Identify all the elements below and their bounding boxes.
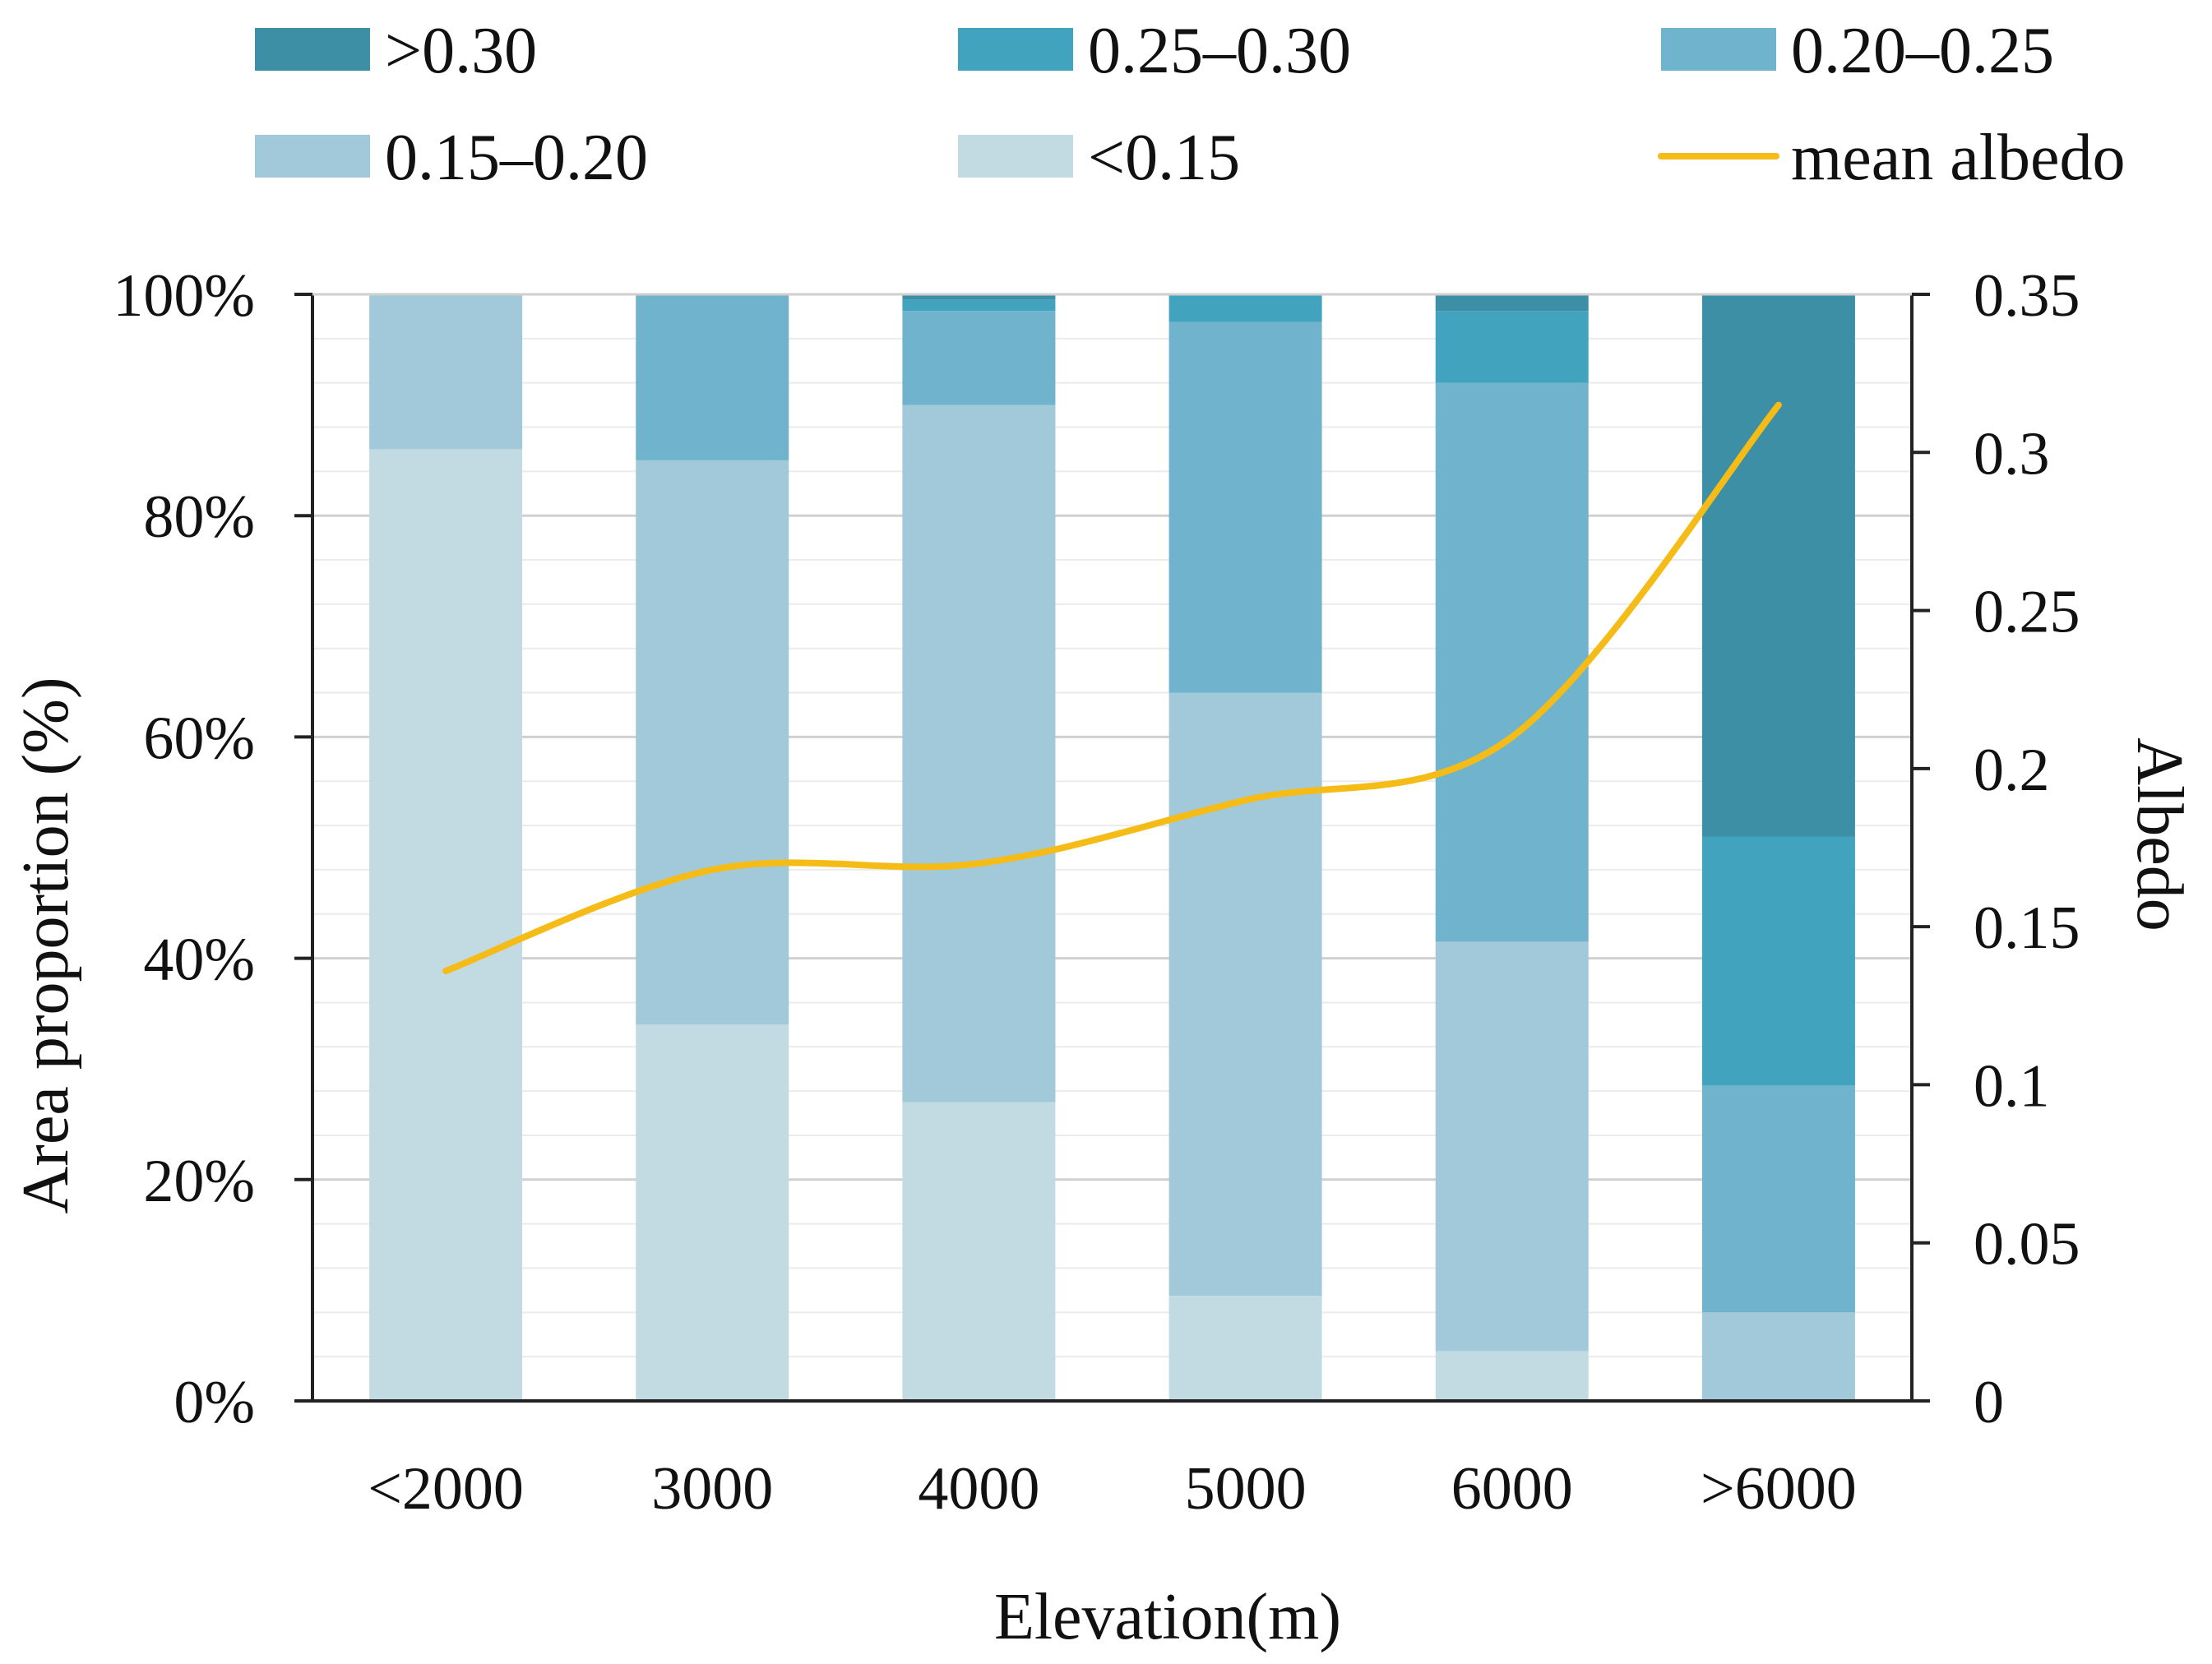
bar-4000-0-30 xyxy=(902,294,1056,300)
gridlines xyxy=(312,293,1912,1358)
bar-4000-0-20-0-25 xyxy=(902,311,1056,405)
bar-2000-0-15 xyxy=(369,449,523,1402)
y-right-tick-label: 0.2 xyxy=(1974,737,2050,804)
bar-6000-0-20-0-25 xyxy=(1435,382,1589,942)
y-right-tick-label: 0 xyxy=(1974,1369,2004,1436)
bar-6000-0-25-0-30 xyxy=(1701,836,1855,1086)
x-tick-label-4000: 4000 xyxy=(918,1455,1039,1523)
y-right-tick-label: 0.35 xyxy=(1974,262,2080,330)
legend-swatch-0-30 xyxy=(255,28,370,71)
bar-5000-0-25-0-30 xyxy=(1168,294,1322,322)
legend: >0.30 0.25–0.30 0.20–0.25 0.15–0.20 <0.15 mea… xyxy=(255,15,2125,194)
bar-6000-0-15-0-20 xyxy=(1435,941,1589,1352)
mean-albedo-line xyxy=(442,401,1782,974)
y-left-tick-label: 20% xyxy=(143,1148,255,1215)
bar-6000-0-30 xyxy=(1435,294,1589,312)
legend-swatch-0-25-0-30 xyxy=(958,28,1073,71)
y-axis-left-title: Area proportion (%) xyxy=(10,677,82,1213)
x-tick-label-6000: >6000 xyxy=(1701,1455,1857,1523)
x-tick-label-3000: 3000 xyxy=(651,1455,773,1523)
bar-6000-0-15 xyxy=(1435,1351,1589,1401)
bar-4000-0-15-0-20 xyxy=(902,404,1056,1102)
bar-6000-0-20-0-25 xyxy=(1701,1085,1855,1313)
bar-6000-0-15-0-20 xyxy=(1701,1312,1855,1401)
bar-3000-0-15-0-20 xyxy=(636,460,789,1025)
bar-2000-0-15-0-20 xyxy=(369,294,523,450)
y-axis-right-title: Albedo xyxy=(2123,737,2196,931)
tick-labels: 0% 20% 40% 60% 80% 100% 0 0.05 0.1 0.15 0.2 0.25 0.3… xyxy=(113,262,2080,1523)
legend-swatch-0-15 xyxy=(958,135,1073,178)
bar-6000-0-30 xyxy=(1701,294,1855,837)
bar-4000-0-15 xyxy=(902,1102,1056,1401)
legend-label-0-30: >0.30 xyxy=(385,15,537,87)
mean-albedo-line-group xyxy=(442,401,1782,974)
y-left-tick-label: 80% xyxy=(143,483,255,551)
legend-label-0-20-0-25: 0.20–0.25 xyxy=(1791,15,2054,87)
y-right-tick-label: 0.15 xyxy=(1974,894,2080,962)
bar-6000-0-25-0-30 xyxy=(1435,311,1589,383)
y-left-tick-label: 60% xyxy=(143,705,255,772)
bar-3000-0-15 xyxy=(636,1024,789,1401)
axes xyxy=(294,293,1930,1403)
y-left-tick-label: 100% xyxy=(113,262,255,330)
bar-5000-0-15 xyxy=(1168,1296,1322,1401)
y-right-tick-label: 0.05 xyxy=(1974,1211,2080,1278)
y-right-tick-label: 0.25 xyxy=(1974,579,2080,646)
x-tick-label-2000: <2000 xyxy=(368,1455,524,1523)
legend-label-0-15-0-20: 0.15–0.20 xyxy=(385,122,648,194)
y-right-tick-label: 0.1 xyxy=(1974,1052,2050,1120)
bar-4000-0-25-0-30 xyxy=(902,299,1056,312)
legend-label-mean-albedo: mean albedo xyxy=(1791,122,2125,194)
legend-swatch-0-20-0-25 xyxy=(1661,28,1776,71)
bar-5000-0-20-0-25 xyxy=(1168,321,1322,693)
bar-segments xyxy=(369,294,1855,1402)
x-axis-title: Elevation(m) xyxy=(994,1581,1341,1653)
x-tick-label-6000: 6000 xyxy=(1451,1455,1573,1523)
y-left-tick-label: 0% xyxy=(174,1369,255,1436)
x-tick-label-5000: 5000 xyxy=(1185,1455,1307,1523)
bar-3000-0-20-0-25 xyxy=(636,294,789,460)
y-right-tick-label: 0.3 xyxy=(1974,420,2050,488)
bar-5000-0-15-0-20 xyxy=(1168,692,1322,1297)
legend-label-0-25-0-30: 0.25–0.30 xyxy=(1088,15,1351,87)
legend-label-0-15: <0.15 xyxy=(1088,122,1240,194)
legend-swatch-0-15-0-20 xyxy=(255,135,370,178)
y-left-tick-label: 40% xyxy=(143,927,255,994)
